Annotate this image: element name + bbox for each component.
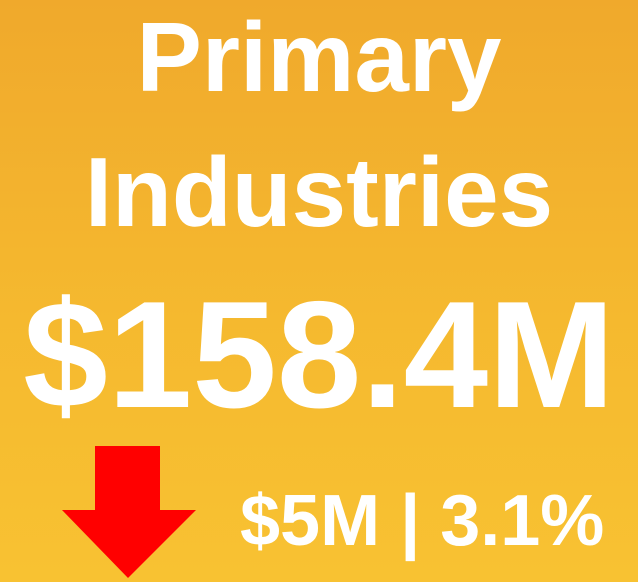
kpi-value: $158.4M (23, 270, 615, 440)
kpi-title: Primary Industries (84, 2, 554, 247)
arrow-shape (62, 446, 196, 578)
down-arrow (62, 446, 196, 578)
kpi-change: $5M | 3.1% (240, 481, 605, 561)
